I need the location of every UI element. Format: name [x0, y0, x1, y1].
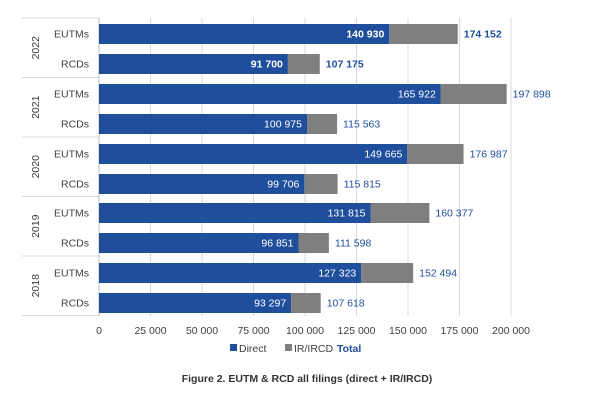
bar-ir-ircd: [389, 24, 458, 44]
category-label: EUTMs: [54, 149, 89, 161]
x-tick-label: 175 000: [441, 325, 479, 337]
total-value-label: 160 377: [435, 208, 473, 220]
direct-value-label: 131 815: [328, 208, 366, 220]
category-label: RCDs: [61, 179, 89, 191]
category-label: RCDs: [61, 59, 89, 71]
bar-ir-ircd: [440, 84, 507, 104]
bar-direct: [99, 174, 305, 194]
category-label: EUTMs: [54, 208, 89, 220]
total-value-label: 107 618: [327, 298, 365, 310]
bar-ir-ircd: [304, 174, 338, 194]
x-tick-label: 50 000: [186, 325, 218, 337]
bar-ir-ircd: [361, 263, 414, 283]
x-tick-label: 200 000: [492, 325, 530, 337]
figure-caption: Figure 2. EUTM & RCD all filings (direct…: [181, 373, 433, 385]
year-label: 2019: [30, 214, 42, 238]
direct-value-label: 96 851: [261, 238, 293, 250]
bar-direct: [99, 114, 308, 134]
total-value-label: 174 152: [464, 29, 502, 41]
category-label: RCDs: [61, 298, 89, 310]
category-label: RCDs: [61, 119, 89, 131]
total-value-label: 176 987: [470, 149, 508, 161]
bar-direct: [99, 233, 299, 253]
total-value-label: 115 563: [343, 119, 380, 131]
bar-direct: [99, 203, 371, 223]
total-value-label: 115 815: [344, 179, 381, 191]
direct-value-label: 93 297: [254, 298, 286, 310]
direct-value-label: 100 975: [264, 119, 302, 131]
direct-value-label: 140 930: [346, 29, 384, 41]
direct-value-label: 91 700: [251, 59, 283, 71]
bar-ir-ircd: [291, 293, 321, 313]
total-value-label: 197 898: [513, 89, 551, 101]
bar-ir-ircd: [287, 54, 320, 74]
x-tick-label: 125 000: [338, 325, 376, 337]
bar-direct: [99, 263, 362, 283]
legend-label: Direct: [239, 343, 267, 355]
bar-direct: [99, 293, 292, 313]
bar-ir-ircd: [307, 114, 338, 134]
x-tick-label: 150 000: [389, 325, 427, 337]
direct-value-label: 165 922: [398, 89, 436, 101]
legend-swatch: [230, 344, 237, 351]
direct-value-label: 127 323: [318, 268, 356, 280]
category-label: RCDs: [61, 238, 89, 250]
bar-direct: [99, 84, 441, 104]
legend-label: IR/IRCD: [294, 343, 334, 355]
bar-direct: [99, 144, 408, 164]
x-tick-label: 75 000: [237, 325, 269, 337]
bar-direct: [99, 24, 390, 44]
year-label: 2022: [30, 36, 42, 60]
category-label: EUTMs: [54, 29, 89, 41]
x-tick-label: 0: [96, 325, 102, 337]
x-tick-label: 100 000: [286, 325, 324, 337]
legend-total-label: Total: [337, 343, 361, 355]
legend-swatch: [285, 344, 292, 351]
total-value-label: 152 494: [419, 268, 457, 280]
year-label: 2018: [30, 274, 42, 298]
direct-value-label: 99 706: [267, 179, 299, 191]
total-value-label: 111 598: [335, 238, 372, 250]
direct-value-label: 149 665: [364, 149, 402, 161]
stacked-bar-chart: 2022 EUTMs 140 930 174 152 RCDs 91 700 107 175…: [22, 17, 551, 355]
bar-ir-ircd: [298, 233, 329, 253]
category-label: EUTMs: [54, 268, 89, 280]
total-value-label: 107 175: [326, 59, 364, 71]
category-label: EUTMs: [54, 89, 89, 101]
year-label: 2021: [30, 95, 42, 119]
x-tick-label: 25 000: [134, 325, 166, 337]
bar-ir-ircd: [407, 144, 464, 164]
year-label: 2020: [30, 155, 42, 179]
bar-direct: [99, 54, 288, 74]
bar-ir-ircd: [370, 203, 430, 223]
